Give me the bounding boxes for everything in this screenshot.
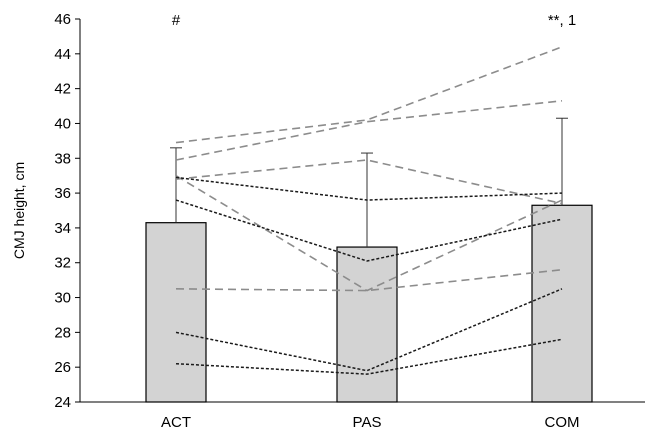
significance-annotation: #: [172, 12, 181, 29]
y-tick-label: 30: [54, 290, 71, 307]
bar-com: [531, 204, 593, 403]
individual-lines-layer: [175, 46, 563, 375]
y-axis-label: CMJ height, cm: [11, 162, 27, 259]
y-tick-label: 40: [54, 115, 71, 132]
y-tick-label: 36: [54, 185, 71, 202]
y-tick-label: 42: [54, 81, 71, 98]
individual-line-2: [175, 100, 563, 161]
x-tick-label: ACT: [161, 414, 191, 431]
bar-act: [145, 222, 207, 403]
axes-layer: [75, 18, 645, 403]
significance-annotation: **, 1: [548, 12, 576, 29]
y-tick-label: 34: [54, 220, 71, 237]
y-tick-label: 28: [54, 324, 71, 341]
labels-layer: 24 26 28 30 32 34 36 38 40 42 44 46 ACT PAS COM # **, 1 C…: [11, 11, 580, 431]
y-tick-label: 26: [54, 359, 71, 376]
individual-line-6: [175, 176, 563, 201]
individual-line-8: [175, 288, 563, 372]
x-tick-label: COM: [545, 414, 580, 431]
y-tick-label: 44: [54, 46, 71, 63]
individual-line-7: [175, 199, 563, 262]
y-tick-label: 24: [54, 394, 71, 411]
individual-line-1: [175, 46, 563, 144]
y-tick-label: 32: [54, 255, 71, 272]
x-tick-label: PAS: [353, 414, 382, 431]
y-tick-label: 46: [54, 11, 71, 28]
bar-pas: [336, 246, 398, 403]
individual-line-3: [175, 159, 563, 205]
y-tick-label: 38: [54, 150, 71, 167]
error-bars-layer: [170, 117, 568, 248]
individual-line-9: [175, 338, 563, 375]
individual-line-4: [175, 174, 563, 292]
